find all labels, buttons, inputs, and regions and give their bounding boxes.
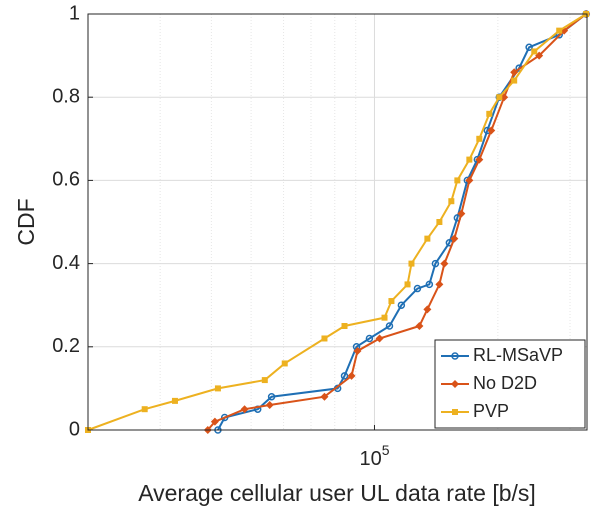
marker [457, 209, 466, 218]
marker [556, 27, 563, 34]
marker [321, 335, 328, 342]
marker [451, 380, 459, 388]
y-tick-label: 0.2 [52, 335, 80, 357]
x-axis-label: Average cellular user UL data rate [b/s] [138, 480, 536, 506]
x-tick-label: 105 [359, 442, 389, 471]
marker [525, 43, 533, 52]
legend-label: No D2D [473, 373, 537, 393]
marker [404, 281, 411, 288]
marker [340, 372, 349, 380]
marker [267, 392, 276, 401]
y-tick-label: 0.4 [52, 252, 80, 274]
marker [435, 280, 444, 289]
marker [408, 260, 415, 267]
marker [240, 405, 249, 414]
marker [487, 126, 496, 135]
y-tick-label: 0.6 [52, 169, 80, 191]
marker [440, 259, 449, 268]
marker [214, 385, 221, 392]
marker [496, 94, 503, 101]
marker [388, 298, 395, 305]
legend-label: RL-MSaVP [473, 345, 563, 365]
marker [454, 177, 461, 184]
marker [486, 110, 493, 117]
marker [381, 314, 388, 321]
marker [531, 48, 538, 55]
marker [375, 334, 384, 343]
marker [451, 352, 459, 360]
marker [261, 377, 268, 384]
marker [281, 360, 288, 367]
marker [265, 401, 274, 410]
marker [476, 135, 483, 142]
marker [141, 406, 148, 413]
marker [220, 413, 229, 422]
marker [385, 322, 394, 330]
marker [320, 392, 329, 401]
marker [450, 234, 459, 243]
marker [397, 301, 406, 309]
marker [475, 155, 484, 164]
marker [431, 259, 440, 268]
marker [436, 219, 443, 225]
marker [210, 417, 219, 426]
marker [448, 198, 455, 205]
marker [341, 323, 348, 329]
y-tick-label: 1 [69, 2, 80, 24]
marker [466, 156, 473, 163]
marker [347, 371, 356, 380]
marker [353, 346, 362, 355]
axes-box [87, 13, 588, 431]
y-tick-label: 0 [69, 418, 80, 440]
series-line [217, 13, 587, 431]
marker [510, 68, 519, 77]
marker [423, 305, 432, 314]
marker [415, 322, 424, 330]
marker [171, 397, 178, 404]
y-axis-label: CDF [13, 198, 39, 245]
marker [365, 334, 374, 343]
marker [413, 284, 422, 293]
marker [425, 280, 434, 289]
y-tick-label: 0.8 [52, 85, 80, 107]
marker [511, 77, 518, 84]
marker [465, 176, 474, 185]
marker [452, 409, 458, 415]
marker [424, 235, 431, 242]
legend-label: PVP [473, 401, 509, 421]
